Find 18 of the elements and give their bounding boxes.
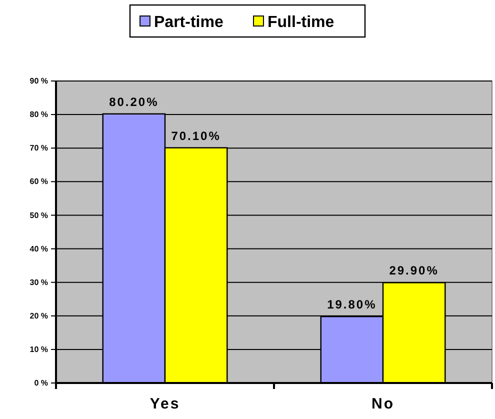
data-label: 70.10%: [171, 128, 221, 143]
x-tick-label: Yes: [150, 396, 180, 412]
y-tick-label: 20 %: [30, 311, 48, 320]
y-tick-label: 30 %: [30, 278, 48, 287]
data-label: 29.90%: [389, 264, 439, 278]
y-tick-label: 40 %: [30, 244, 48, 254]
y-tick-label: 90 %: [30, 76, 48, 86]
data-label: 19.80%: [327, 298, 377, 312]
data-label: 80.20%: [109, 94, 159, 109]
y-tick-label: 10 %: [30, 345, 48, 354]
legend-label: Part-time: [154, 14, 224, 31]
y-tick-label: 60 %: [30, 177, 48, 186]
legend-label: Full-time: [268, 14, 334, 31]
y-tick-label: 80 %: [30, 110, 48, 120]
y-tick-label: 0 %: [34, 378, 48, 388]
y-tick-label: 70 %: [30, 144, 48, 153]
y-tick-label: 50 %: [30, 210, 48, 220]
x-tick-label: No: [372, 396, 394, 412]
